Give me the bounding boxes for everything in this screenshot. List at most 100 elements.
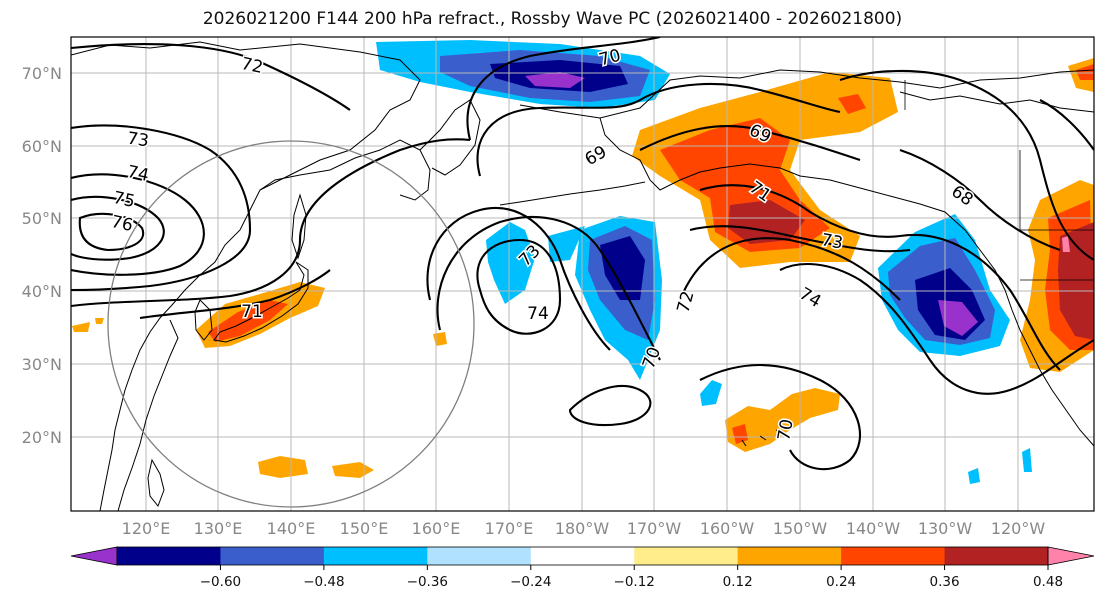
japan-positive-red	[208, 300, 288, 342]
lat-label: 40°N	[22, 282, 62, 301]
south-positive-orange-1	[258, 456, 308, 478]
contour-76-west	[78, 212, 145, 252]
contour-74-ne-pacific	[779, 262, 1094, 395]
aleutian-chain	[499, 181, 646, 206]
lon-label: 180°W	[555, 519, 610, 538]
colorbar-segment	[530, 547, 635, 565]
lon-label: 160°W	[700, 519, 755, 538]
colorbar-segment	[220, 547, 325, 565]
contour-label: 73	[820, 230, 845, 253]
contour-label: 74	[527, 304, 549, 324]
colorbar-tick-label: 0.12	[723, 574, 753, 590]
hawaii-positive-orange	[725, 388, 840, 452]
graticule	[71, 37, 1094, 511]
colorbar-tick-label: −0.12	[614, 574, 655, 590]
lon-label: 160°E	[412, 519, 461, 538]
contour-73-alaska	[689, 225, 911, 253]
contour-label: 74	[125, 162, 150, 186]
contour-70-pacific	[568, 385, 652, 427]
philippines-coast	[147, 458, 165, 507]
lat-label: 30°N	[22, 355, 62, 374]
lat-label: 60°N	[22, 137, 62, 156]
colorbar-tick-label: 0.36	[930, 574, 960, 590]
contour-label: 70	[774, 418, 797, 443]
contour-68-coast	[899, 149, 1061, 251]
lon-label: 140°W	[846, 519, 901, 538]
alaska-positive-firebrick	[728, 200, 805, 244]
contour-69-arctic	[476, 82, 841, 177]
lat-label: 50°N	[22, 209, 62, 228]
sea-of-okhotsk-coast	[259, 139, 431, 201]
colorbar-segment	[944, 547, 1049, 565]
contour-label: 71	[241, 302, 263, 322]
colorbar-segment	[634, 547, 739, 565]
longitude-labels: 120°E 130°E 140°E 150°E 160°E 170°E 180°…	[122, 519, 1046, 538]
colorbar-segments	[117, 547, 1049, 565]
lon-label: 130°E	[194, 519, 243, 538]
contour-71-alaska	[699, 184, 1061, 371]
small-orange-west	[72, 322, 90, 332]
alaska-positive-red-small	[838, 94, 866, 114]
contour-east-loop	[1039, 99, 1094, 151]
colorbar-tick-label: −0.60	[200, 574, 241, 590]
lon-label: 130°W	[918, 519, 973, 538]
china-coast	[117, 319, 179, 511]
colorbar-tick-label: 0.48	[1033, 574, 1063, 590]
height-contours	[71, 37, 1094, 471]
colorbar-segment	[323, 547, 428, 565]
contour-72-pacific	[436, 216, 661, 361]
contour-74-west	[71, 173, 205, 276]
hawaii-positive-red	[732, 424, 748, 444]
kamchatka-coast	[419, 99, 481, 176]
colorbar-extend-right	[1047, 546, 1095, 566]
contour-73-west	[71, 124, 252, 292]
japan-coast	[213, 261, 309, 343]
lat-label: 20°N	[22, 428, 62, 447]
lat-label: 70°N	[22, 64, 62, 83]
colorbar-tick-label: −0.36	[407, 574, 448, 590]
ne-pacific-negative-purple	[938, 300, 978, 336]
dateline-negative-cyan	[486, 222, 535, 304]
colorbar-tick-label: 0.24	[826, 574, 856, 590]
colorbar-extend-left	[70, 546, 118, 566]
radius-circle	[107, 140, 475, 508]
lon-label: 150°E	[340, 519, 389, 538]
canada-arctic-islands	[899, 91, 1094, 113]
small-cyan-2	[968, 468, 980, 484]
alaska-west-coast	[599, 117, 1094, 447]
contour-70-arctic	[466, 37, 661, 141]
lon-label: 140°E	[267, 519, 316, 538]
colorbar-segment	[117, 547, 222, 565]
lon-label: 120°W	[991, 519, 1046, 538]
contour-72-ne-pacific	[679, 237, 901, 301]
contour-72-north	[71, 43, 351, 111]
arctic-negative-purple	[525, 72, 585, 88]
contour-69-alaska	[639, 125, 861, 161]
small-orange-west-2	[95, 318, 104, 324]
colorbar-tick-label: −0.24	[510, 574, 551, 590]
alaska-north-coast	[519, 69, 1094, 119]
lon-label: 170°E	[485, 519, 534, 538]
colorbar-frame	[116, 546, 1049, 566]
colorbar-segment	[841, 547, 946, 565]
colorbar: −0.60 −0.48 −0.36 −0.24 −0.12 0.12 0.24 0.36 0.4…	[70, 546, 1095, 590]
small-cyan-3	[1022, 448, 1032, 472]
map-frame	[70, 36, 1095, 512]
contour-high-east	[839, 69, 1094, 261]
small-cyan-1	[700, 380, 722, 406]
colorbar-ticks: −0.60 −0.48 −0.36 −0.24 −0.12 0.12 0.24 0.36 0.4…	[200, 565, 1063, 590]
top-right-red	[1076, 64, 1094, 80]
lon-label: 170°W	[627, 519, 682, 538]
map-title: 2026021200 F144 200 hPa refract., Rossby…	[202, 9, 903, 29]
contour-71-japan	[139, 269, 331, 320]
contour-70-hawaii	[699, 363, 861, 471]
colorbar-segment	[737, 547, 842, 565]
latitude-labels: 70°N 60°N 50°N 40°N 30°N 20°N	[22, 64, 62, 447]
contour-74-pacific	[476, 238, 562, 335]
pacific-negative-navy	[600, 236, 645, 300]
contour-label: 73	[126, 129, 150, 152]
contour-72-japan	[71, 138, 471, 308]
colorbar-tick-label: −0.48	[303, 574, 344, 590]
west-us-positive-pink	[1062, 236, 1070, 252]
